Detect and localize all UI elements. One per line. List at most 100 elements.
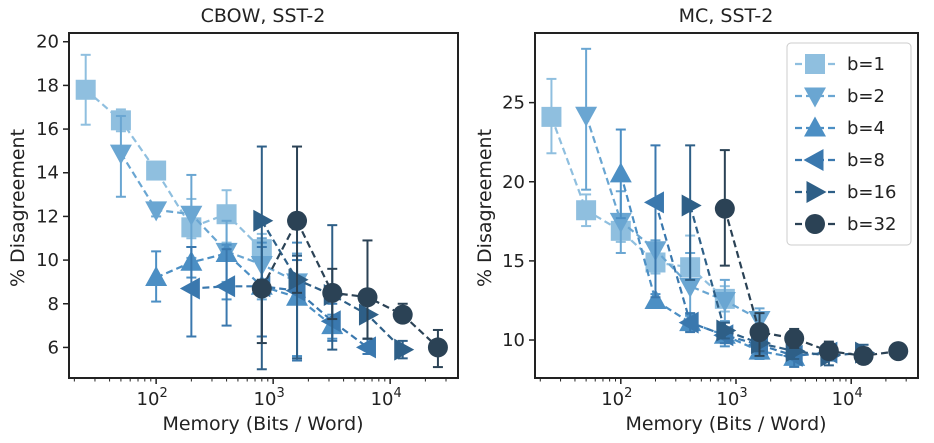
y-tick-label: 20: [502, 172, 525, 193]
series-b-1: [75, 53, 272, 297]
legend-marker: [806, 181, 827, 203]
plot-frame: [68, 32, 459, 379]
data-point: [179, 277, 200, 300]
data-point: [818, 341, 839, 362]
data-point: [784, 328, 805, 349]
data-point: [357, 287, 378, 308]
data-point: [180, 205, 203, 226]
data-point: [355, 336, 376, 359]
series-line: [585, 114, 761, 321]
data-point: [643, 191, 664, 214]
data-point: [145, 201, 168, 222]
data-point: [322, 282, 343, 303]
y-tick-label: 12: [36, 206, 59, 227]
y-tick-label: 10: [36, 250, 59, 271]
data-point: [644, 288, 667, 309]
data-point: [576, 200, 597, 221]
data-point: [75, 79, 96, 100]
y-tick-label: 6: [48, 337, 59, 358]
data-point: [285, 279, 306, 302]
y-tick-label: 18: [36, 75, 59, 96]
legend-marker: [804, 87, 826, 108]
series-b-4: [609, 128, 806, 367]
series-b-2: [575, 47, 771, 337]
x-axis-label: Memory (Bits / Word): [625, 413, 826, 435]
data-point: [253, 209, 274, 232]
data-point: [749, 322, 770, 343]
x-tick-label: 102: [137, 386, 168, 410]
y-tick-label: 16: [36, 119, 59, 140]
y-tick-label: 20: [36, 32, 59, 53]
data-point: [215, 275, 236, 298]
data-point: [609, 162, 632, 183]
plot-frame: [534, 32, 919, 379]
x-tick-label: 103: [716, 386, 747, 410]
legend-label: b=16: [847, 182, 896, 203]
chart-title: MC, SST-2: [679, 5, 774, 27]
data-point: [146, 160, 167, 181]
legend-entry: b=2: [795, 86, 885, 108]
data-point: [287, 210, 308, 231]
data-point: [109, 144, 132, 165]
data-point: [575, 106, 598, 127]
chart-cbow-sst2: CBOW, SST-2 Memory (Bits / Word) % Disag…: [7, 5, 459, 435]
y-tick-label: 10: [502, 330, 525, 351]
data-point: [288, 268, 309, 291]
series-b-2: [109, 114, 309, 358]
y-tick-label: 15: [502, 251, 525, 272]
data-point: [716, 319, 737, 342]
x-tick-label: 104: [832, 386, 863, 410]
x-tick-label: 103: [254, 386, 285, 410]
legend-entry: b=16: [795, 181, 896, 203]
legend-entry: b=32: [795, 214, 896, 235]
data-point: [394, 338, 415, 361]
chart-mc-sst2: MC, SST-2 Memory (Bits / Word) % Disagre…: [474, 5, 919, 435]
series-line: [723, 208, 899, 357]
y-axis-label: % Disagreement: [7, 129, 29, 287]
legend: b=1 b=2 b=4 b=8 b=16 b=32: [786, 42, 912, 246]
data-point: [358, 303, 379, 326]
y-tick-label: 25: [502, 93, 525, 114]
series-line: [260, 220, 404, 351]
x-axis-label: Memory (Bits / Word): [162, 413, 363, 435]
legend-entry: b=8: [795, 149, 885, 171]
legend-label: b=1: [847, 54, 885, 75]
data-point: [713, 291, 736, 312]
y-axis-label: % Disagreement: [474, 129, 496, 287]
data-point: [888, 341, 909, 362]
series-line: [550, 116, 726, 300]
legend-marker: [805, 214, 825, 234]
legend-marker: [803, 149, 824, 171]
data-point: [145, 266, 168, 287]
data-point: [320, 310, 341, 333]
data-point: [251, 278, 272, 299]
series-line: [654, 201, 829, 357]
legend-marker: [805, 54, 825, 74]
y-tick-label: 14: [36, 163, 59, 184]
series-b-32: [251, 145, 448, 369]
series-b-32: [714, 149, 909, 366]
x-tick-label: 102: [601, 386, 632, 410]
data-point: [678, 311, 699, 334]
chart-title: CBOW, SST-2: [201, 5, 326, 27]
data-point: [679, 277, 702, 298]
legend-label: b=8: [847, 150, 885, 171]
series-b-1: [541, 77, 735, 313]
series-line: [119, 152, 298, 283]
legend-label: b=4: [847, 118, 885, 139]
data-point: [216, 204, 237, 225]
data-point: [427, 337, 448, 358]
x-tick-label: 104: [371, 386, 402, 410]
legend-entry: b=4: [795, 116, 885, 139]
y-tick-label: 8: [48, 294, 59, 315]
data-point: [853, 345, 874, 366]
data-point: [541, 106, 562, 127]
legend-label: b=32: [847, 214, 896, 235]
data-point: [392, 304, 413, 325]
legend-label: b=2: [847, 86, 885, 107]
series-line: [260, 218, 439, 349]
data-point: [714, 198, 735, 219]
legend-marker: [804, 116, 826, 137]
series-b-4: [145, 241, 344, 358]
